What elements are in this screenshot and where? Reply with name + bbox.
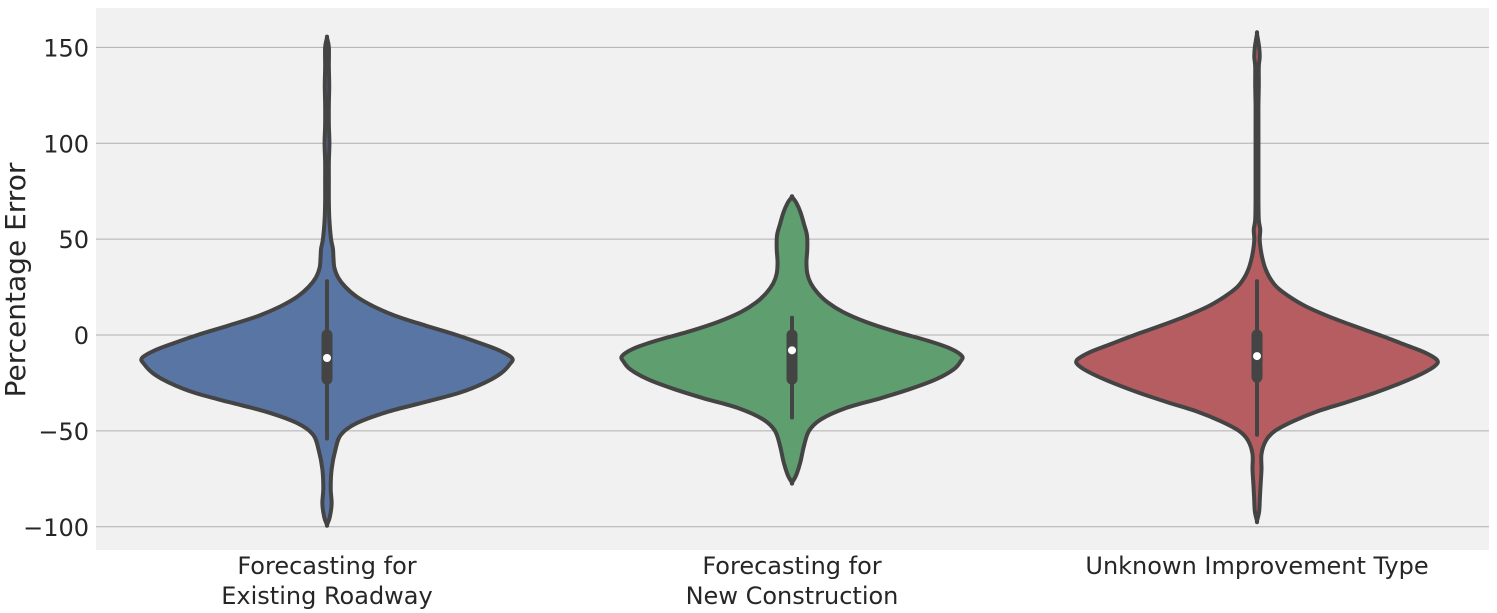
violin-group [1074, 30, 1440, 525]
violin-median-dot [323, 354, 331, 363]
violins [139, 30, 1440, 528]
x-tick-label: Unknown Improvement Type [1085, 552, 1428, 580]
y-tick-label: 100 [43, 130, 89, 158]
violin-median-dot [788, 346, 796, 355]
x-tick-label: New Construction [686, 582, 899, 610]
violin-group [139, 34, 515, 528]
y-tick-label: 50 [58, 226, 89, 254]
violin-body [1074, 30, 1440, 525]
y-tick-label: −100 [23, 514, 89, 542]
y-tick-label: −50 [38, 418, 89, 446]
violin-group [619, 194, 965, 486]
y-tick-label: 0 [74, 322, 89, 350]
y-tick-label: 150 [43, 34, 89, 62]
y-axis-title: Percentage Error [0, 162, 32, 397]
x-tick-label: Forecasting for [702, 552, 881, 580]
x-tick-label: Forecasting for [237, 552, 416, 580]
x-tick-label: Existing Roadway [221, 582, 432, 610]
violin-median-dot [1253, 352, 1261, 361]
y-tick-labels: 150 100 50 0 −50 −100 [23, 34, 89, 541]
